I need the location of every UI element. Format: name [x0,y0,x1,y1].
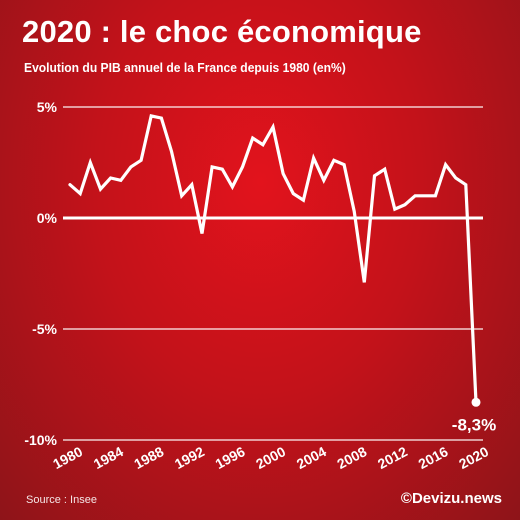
x-tick-label: 1996 [213,443,248,472]
x-tick-label: 2012 [375,443,410,472]
chart-subtitle: Evolution du PIB annuel de la France dep… [24,60,346,75]
y-tick-label: 5% [37,99,58,115]
x-tick-label: 1984 [91,443,126,472]
y-tick-label: -10% [24,432,57,448]
brand-watermark: ©Devizu.news [400,490,502,507]
y-tick-label: -5% [32,321,57,337]
x-tick-label: 2004 [294,443,329,472]
x-tick-label: 2008 [334,443,369,472]
page-title: 2020 : le choc économique [22,14,422,49]
x-tick-label: 2000 [253,443,288,472]
x-tick-label: 2020 [456,443,491,472]
annotation-label: -8,3% [452,415,496,434]
source-note: Source : Insee [26,494,97,506]
annotation-marker [471,397,481,407]
x-tick-label: 2016 [416,443,451,472]
x-tick-label: 1988 [131,443,166,472]
gdp-series-line [68,114,478,404]
y-tick-label: 0% [37,210,58,226]
x-tick-label: 1992 [172,443,207,472]
